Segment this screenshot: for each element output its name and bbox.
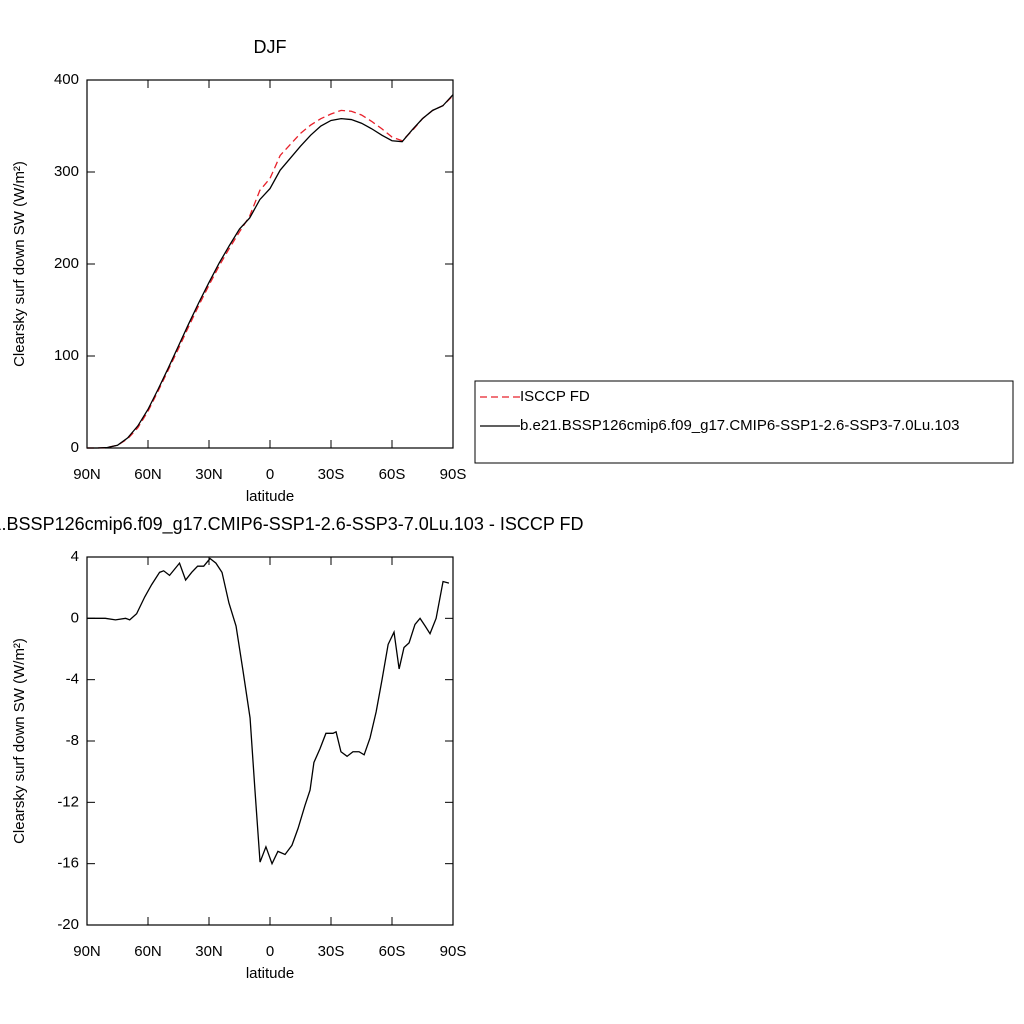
legend-label: b.e21.BSSP126cmip6.f09_g17.CMIP6-SSP1-2.…	[520, 417, 959, 434]
data-line	[87, 95, 454, 449]
x-tick-label: 90N	[73, 466, 101, 483]
y-tick-label: 300	[54, 163, 79, 180]
legend-label: ISCCP FD	[520, 388, 590, 405]
y-tick-label: -8	[66, 732, 79, 749]
x-tick-label: 30N	[195, 943, 223, 960]
data-line	[87, 94, 454, 449]
y-tick-label: -16	[57, 855, 79, 872]
x-tick-label: 60S	[379, 466, 406, 483]
legend-box	[474, 380, 1014, 464]
y-tick-label: 0	[71, 439, 79, 456]
plot-frame	[86, 556, 454, 926]
x-tick-label: 60S	[379, 943, 406, 960]
x-tick-label: 60N	[134, 466, 162, 483]
y-axis-label: Clearsky surf down SW (W/m²)	[11, 638, 28, 844]
x-tick-label: 30S	[318, 466, 345, 483]
y-tick-label: -12	[57, 793, 79, 810]
y-tick-label: 4	[71, 548, 79, 565]
y-tick-label: 0	[71, 609, 79, 626]
x-tick-label: 0	[266, 466, 274, 483]
x-tick-label: 30N	[195, 466, 223, 483]
x-axis-label: latitude	[246, 488, 294, 505]
x-tick-label: 60N	[134, 943, 162, 960]
x-tick-label: 30S	[318, 943, 345, 960]
data-line	[87, 557, 450, 866]
y-tick-label: 400	[54, 71, 79, 88]
y-tick-label: 200	[54, 255, 79, 272]
y-tick-label: -20	[57, 916, 79, 933]
x-tick-label: 90S	[440, 943, 467, 960]
chart-title: DJF	[254, 37, 287, 57]
x-tick-label: 0	[266, 943, 274, 960]
x-axis-label: latitude	[246, 965, 294, 982]
plot-frame	[86, 79, 454, 449]
x-tick-label: 90N	[73, 943, 101, 960]
y-tick-label: 100	[54, 347, 79, 364]
x-tick-label: 90S	[440, 466, 467, 483]
chart-title: b.e21.BSSP126cmip6.f09_g17.CMIP6-SSP1-2.…	[0, 514, 584, 535]
y-axis-label: Clearsky surf down SW (W/m²)	[11, 161, 28, 367]
y-tick-label: -4	[66, 671, 79, 688]
